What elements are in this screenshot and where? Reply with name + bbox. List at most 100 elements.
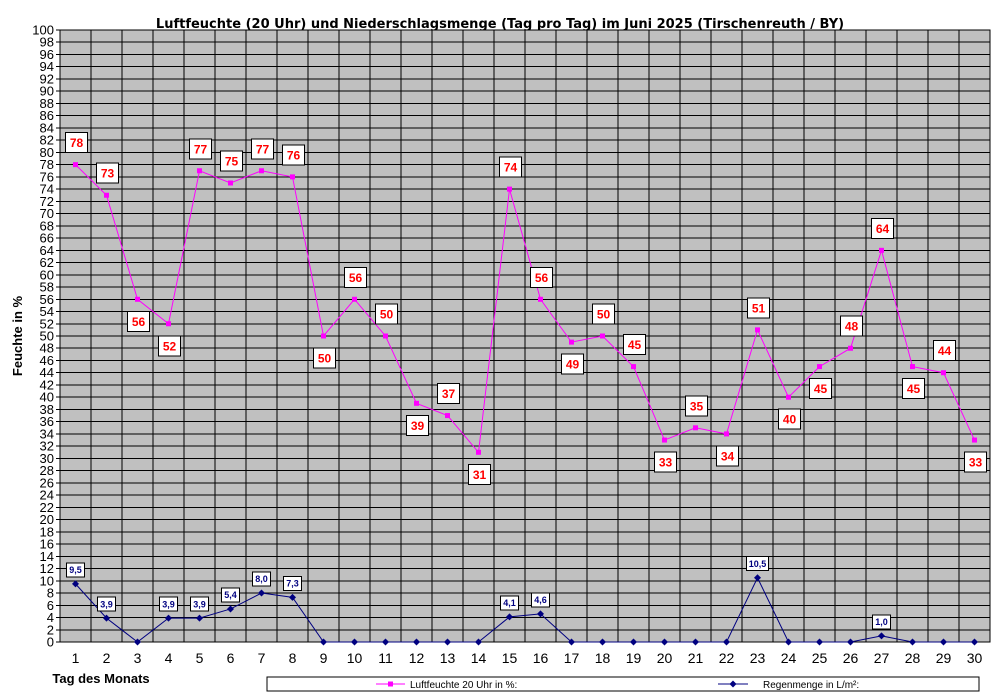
y-tick-label: 48 <box>40 341 54 356</box>
y-tick-label: 50 <box>40 329 54 344</box>
x-tick-label: 9 <box>320 650 328 666</box>
x-tick-label: 15 <box>502 650 518 666</box>
x-tick-label: 28 <box>905 650 921 666</box>
rain-label-box <box>97 596 116 612</box>
humidity-marker <box>104 192 109 198</box>
x-tick-label: 18 <box>595 650 611 666</box>
rain-marker <box>196 614 203 622</box>
rain-marker <box>754 574 761 582</box>
y-tick-label: 54 <box>40 304 54 319</box>
y-tick-label: 84 <box>40 120 54 135</box>
chart-title: Luftfeuchte (20 Uhr) und Niederschlagsme… <box>156 17 844 32</box>
humidity-label-box <box>964 451 987 473</box>
humidity-series-line <box>75 164 975 454</box>
rain-marker <box>971 638 978 646</box>
y-tick-label: 80 <box>40 145 54 160</box>
y-tick-label: 72 <box>40 194 54 209</box>
humidity-marker <box>817 364 822 370</box>
humidity-label-box <box>313 347 336 369</box>
humidity-data-label: 35 <box>690 399 704 413</box>
humidity-data-label: 77 <box>194 142 208 156</box>
rain-label-box <box>252 571 271 587</box>
y-tick-label: 32 <box>40 439 54 454</box>
humidity-label-box <box>189 138 212 160</box>
humidity-data-label: 33 <box>659 456 673 470</box>
humidity-label-box <box>902 378 925 400</box>
rain-data-label: 3,9 <box>162 599 175 609</box>
rain-marker <box>165 614 172 622</box>
humidity-data-label: 45 <box>814 382 828 396</box>
humidity-label-box <box>437 383 460 405</box>
y-tick-label: 70 <box>40 206 54 221</box>
humidity-data-label: 78 <box>70 136 84 150</box>
rain-marker <box>537 610 544 618</box>
y-tick-label: 86 <box>40 108 54 123</box>
x-tick-label: 14 <box>471 650 487 666</box>
x-tick-label: 19 <box>626 650 642 666</box>
rain-marker <box>72 580 79 588</box>
humidity-marker <box>197 168 202 174</box>
humidity-data-label: 39 <box>411 419 425 433</box>
y-tick-label: 58 <box>40 280 54 295</box>
humidity-data-label: 50 <box>597 308 611 322</box>
humidity-marker <box>476 449 481 455</box>
x-tick-label: 24 <box>781 650 797 666</box>
rain-label-box <box>531 592 550 608</box>
y-tick-label: 20 <box>40 512 54 527</box>
y-tick-label: 82 <box>40 133 54 148</box>
rain-data-label: 4,1 <box>503 598 516 608</box>
humidity-marker <box>879 247 884 253</box>
x-tick-label: 11 <box>378 650 393 666</box>
x-tick-label: 23 <box>750 650 766 666</box>
x-tick-label: 10 <box>347 650 363 666</box>
humidity-label-box <box>220 150 243 172</box>
rain-data-label: 1,0 <box>875 617 888 627</box>
rain-marker <box>351 638 358 646</box>
y-tick-label: 22 <box>40 500 54 515</box>
humidity-label-box <box>468 463 491 485</box>
x-tick-label: 17 <box>564 650 580 666</box>
y-tick-label: 18 <box>40 524 54 539</box>
humidity-marker <box>259 168 264 174</box>
y-tick-label: 42 <box>40 377 54 392</box>
humidity-label-box <box>251 138 274 160</box>
series-layer <box>72 162 978 646</box>
y-tick-label: 92 <box>40 71 54 86</box>
x-tick-label: 20 <box>657 650 673 666</box>
x-tick-label: 16 <box>533 650 549 666</box>
y-tick-label: 34 <box>40 426 54 441</box>
y-tick-label: 44 <box>40 365 54 380</box>
data-labels-layer: 78 73 56 52 77 75 77 76 50 56 50 39 37 31 74 56 49 50 45 33… <box>65 132 987 630</box>
y-axis-ticks: 0246810121416182022242628303234363840424… <box>32 23 60 650</box>
rain-data-label: 5,4 <box>224 590 237 600</box>
x-tick-label: 30 <box>967 650 983 666</box>
humidity-marker <box>755 327 760 333</box>
rain-label-box <box>283 575 302 591</box>
x-axis-label: Tag des Monats <box>52 671 149 686</box>
x-tick-label: 5 <box>196 650 204 666</box>
humidity-marker <box>662 437 667 443</box>
rain-marker <box>413 638 420 646</box>
rain-marker <box>878 632 885 640</box>
x-tick-label: 13 <box>440 650 456 666</box>
humidity-data-label: 50 <box>318 352 332 366</box>
y-tick-label: 10 <box>40 573 54 588</box>
y-tick-label: 96 <box>40 47 54 62</box>
rain-marker <box>847 638 854 646</box>
humidity-label-box <box>375 303 398 325</box>
rain-marker <box>692 638 699 646</box>
rain-data-label: 3,9 <box>193 599 206 609</box>
rain-marker <box>227 605 234 613</box>
y-tick-label: 64 <box>40 243 54 258</box>
rain-marker <box>661 638 668 646</box>
humidity-marker <box>786 394 791 400</box>
rain-data-label: 7,3 <box>286 579 299 589</box>
humidity-marker <box>135 296 140 302</box>
rain-series-line <box>75 576 975 643</box>
y-tick-label: 78 <box>40 157 54 172</box>
humidity-marker <box>166 321 171 327</box>
humidity-marker <box>321 333 326 339</box>
rain-marker <box>320 638 327 646</box>
legend-box <box>266 676 980 692</box>
